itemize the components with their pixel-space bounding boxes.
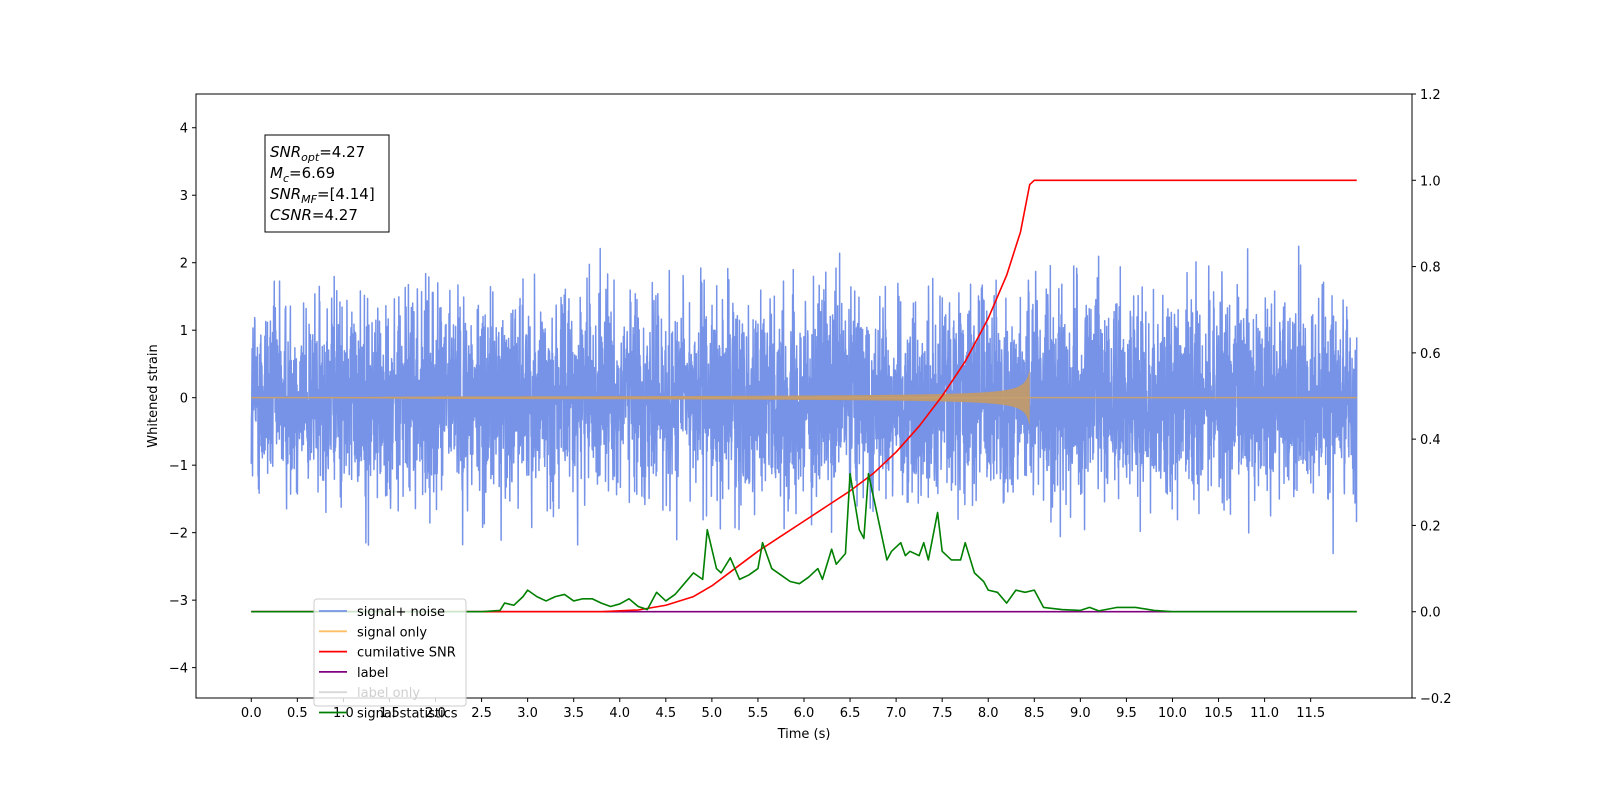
legend-label: cumilative SNR (357, 646, 456, 661)
x-tick-label: 10.0 (1158, 706, 1187, 721)
x-tick-label: 2.0 (425, 706, 446, 721)
x-tick-label: 9.0 (1070, 706, 1091, 721)
y-tick-label: −3 (169, 594, 188, 609)
signal-plus-noise-line (250, 245, 1358, 555)
cumulative-snr-line (251, 179, 1357, 613)
legend-frame (313, 598, 467, 707)
x-axis: 0.0 0.5 1.0 1.5 2.0 2.5 3.0 3.5 4.0 4.5 5.0 5.5 6.0 6… (241, 698, 1325, 721)
legend-label: label (357, 666, 388, 681)
x-tick-label: 0.5 (287, 706, 308, 721)
x-tick-label: 7.0 (886, 706, 907, 721)
x-tick-label: 2.5 (471, 706, 492, 721)
x-tick-label: 8.0 (978, 706, 999, 721)
x-axis-title: Time (s) (777, 727, 831, 742)
x-tick-label: 6.0 (794, 706, 815, 721)
y2-tick-label: −0.2 (1420, 692, 1452, 707)
y-axis-left: −4 −3 −2 −1 0 1 2 3 4 (169, 122, 196, 677)
x-tick-label: 5.0 (702, 706, 723, 721)
x-tick-label: 1.5 (379, 706, 400, 721)
x-tick-label: 3.0 (517, 706, 538, 721)
x-tick-label: 11.0 (1250, 706, 1279, 721)
y2-tick-label: 0.4 (1420, 433, 1441, 448)
y-tick-label: 2 (180, 257, 188, 272)
legend-label: label only (357, 686, 420, 701)
stats-line: SNRopt=4.27 (270, 143, 365, 164)
y-tick-label: 4 (180, 122, 188, 137)
stats-box-frame (264, 134, 390, 233)
y-axis-right: −0.2 0.0 0.2 0.4 0.6 0.8 1.0 1.2 (1412, 88, 1452, 707)
legend-label: signal only (357, 625, 427, 640)
y-tick-label: −2 (169, 527, 188, 542)
x-tick-label: 11.5 (1296, 706, 1325, 721)
y2-tick-label: 0.8 (1420, 261, 1441, 276)
x-tick-label: 10.5 (1204, 706, 1233, 721)
y-tick-label: −1 (169, 459, 188, 474)
x-tick-label: 7.5 (932, 706, 953, 721)
x-tick-label: 6.5 (840, 706, 861, 721)
x-tick-label: 5.5 (748, 706, 769, 721)
y-tick-label: −4 (169, 662, 188, 677)
x-tick-label: 1.0 (333, 706, 354, 721)
y2-tick-label: 1.0 (1420, 174, 1441, 189)
y-tick-label: 3 (180, 189, 188, 204)
signal-layer (251, 369, 1357, 427)
signal-statistics-line (251, 472, 1357, 613)
y2-tick-label: 0.0 (1420, 606, 1441, 621)
y-axis-title: Whitened strain (146, 344, 161, 447)
x-tick-label: 3.5 (563, 706, 584, 721)
x-tick-label: 0.0 (241, 706, 262, 721)
y2-tick-label: 1.2 (1420, 88, 1441, 103)
x-tick-label: 4.5 (655, 706, 676, 721)
stats-line: SNRMF=[4.14] (270, 185, 375, 206)
legend: signal+ noise signal only cumilative SNR la… (313, 598, 467, 722)
y-tick-label: 1 (180, 324, 188, 339)
stats-line: CSNR=4.27 (270, 206, 358, 224)
x-tick-label: 4.0 (609, 706, 630, 721)
y-tick-label: 0 (180, 392, 188, 407)
stats-line: Mc=6.69 (270, 164, 335, 185)
noise-layer (250, 245, 1358, 555)
x-tick-label: 9.5 (1116, 706, 1137, 721)
legend-label: signal+ noise (357, 605, 445, 620)
x-tick-label: 8.5 (1024, 706, 1045, 721)
y2-tick-label: 0.6 (1420, 347, 1441, 362)
y2-tick-label: 0.2 (1420, 519, 1441, 534)
legend-label: signal statistics (357, 707, 458, 722)
